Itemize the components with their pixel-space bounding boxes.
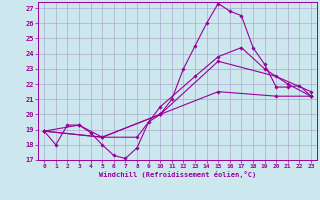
X-axis label: Windchill (Refroidissement éolien,°C): Windchill (Refroidissement éolien,°C) xyxy=(99,171,256,178)
